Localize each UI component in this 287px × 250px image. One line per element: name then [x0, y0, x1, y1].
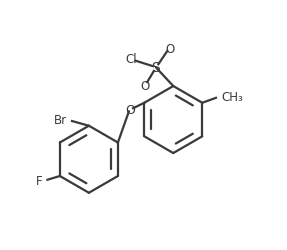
Text: O: O: [126, 104, 135, 117]
Text: O: O: [165, 43, 174, 56]
Text: S: S: [152, 61, 160, 75]
Text: CH₃: CH₃: [221, 91, 243, 104]
Text: Cl: Cl: [125, 53, 137, 66]
Text: F: F: [36, 175, 43, 188]
Text: O: O: [140, 80, 149, 92]
Text: Br: Br: [53, 114, 67, 126]
